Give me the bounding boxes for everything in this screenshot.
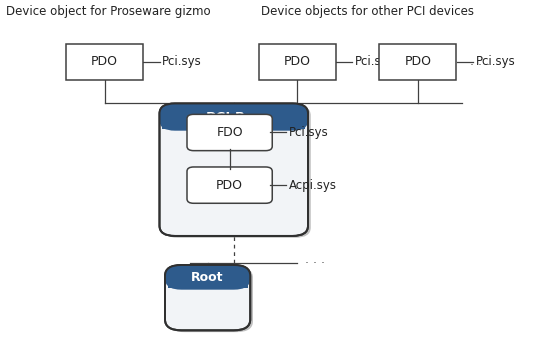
FancyBboxPatch shape [168, 267, 253, 332]
Bar [66, 44, 143, 80]
Text: . . .: . . . [470, 55, 490, 68]
Bar [162, 117, 305, 129]
Text: . . .: . . . [305, 253, 325, 266]
Bar [168, 277, 248, 288]
Text: Pci.sys: Pci.sys [355, 55, 394, 68]
FancyBboxPatch shape [165, 265, 250, 330]
FancyBboxPatch shape [162, 105, 311, 238]
Text: PDO: PDO [283, 55, 311, 68]
Text: PCI Bus: PCI Bus [206, 111, 262, 123]
Text: Pci.sys: Pci.sys [476, 55, 515, 68]
Text: Root: Root [191, 271, 224, 284]
Text: PDO: PDO [216, 179, 243, 192]
Text: Pci.sys: Pci.sys [162, 55, 202, 68]
Text: PDO: PDO [91, 55, 118, 68]
Bar [379, 44, 456, 80]
Bar [258, 44, 336, 80]
Text: Pci.sys: Pci.sys [289, 126, 328, 139]
Text: Acpi.sys: Acpi.sys [289, 179, 337, 192]
Text: PDO: PDO [404, 55, 432, 68]
Text: FDO: FDO [216, 126, 243, 139]
FancyBboxPatch shape [160, 103, 308, 131]
FancyBboxPatch shape [160, 103, 308, 236]
FancyBboxPatch shape [165, 265, 250, 290]
Text: Device objects for other PCI devices: Device objects for other PCI devices [261, 5, 474, 19]
FancyBboxPatch shape [187, 167, 272, 203]
Text: Device object for Proseware gizmo: Device object for Proseware gizmo [6, 5, 210, 19]
FancyBboxPatch shape [187, 114, 272, 151]
